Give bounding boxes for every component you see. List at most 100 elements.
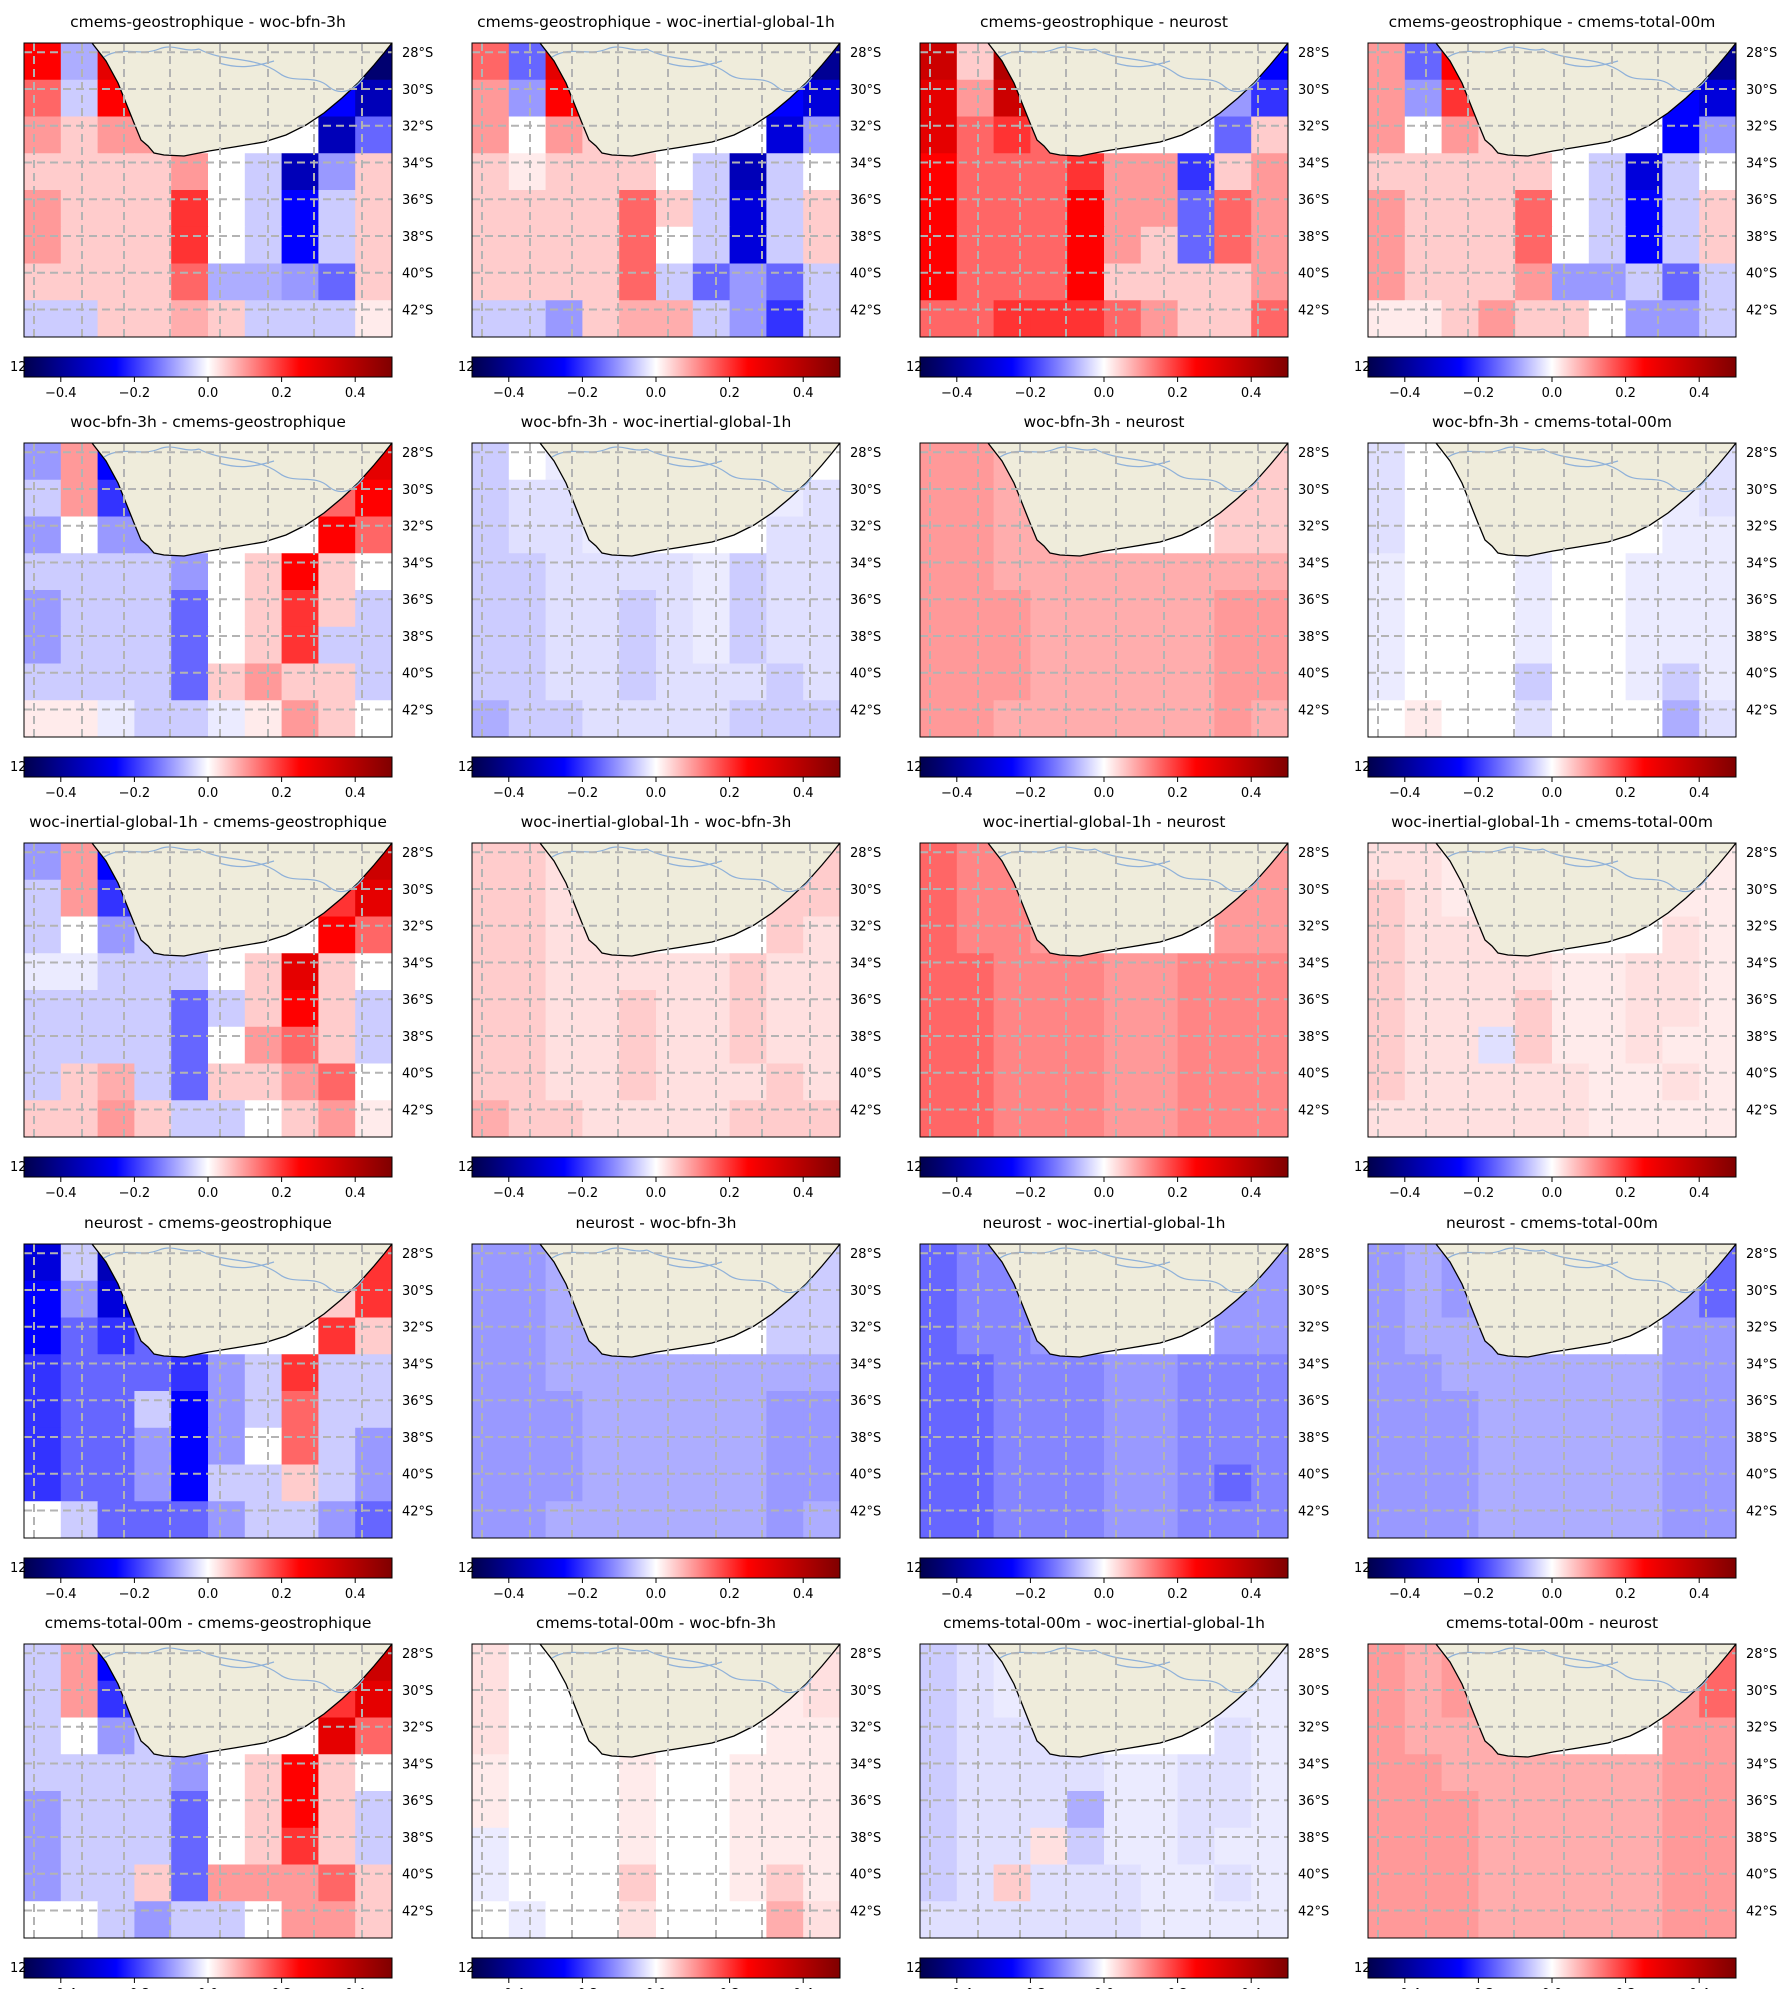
lat-tick-label: 34°S — [1746, 156, 1777, 171]
heatmap-cell — [244, 1864, 283, 1902]
heatmap-cell — [1030, 990, 1068, 1028]
heatmap-cell — [134, 1791, 172, 1829]
heatmap-cell — [1662, 1063, 1700, 1101]
heatmap-cell — [355, 1717, 392, 1755]
lat-tick-label: 30°S — [850, 1684, 881, 1699]
colorbar: 12−0.4−0.20.00.20.4 — [458, 1957, 841, 1989]
heatmap-cell — [619, 1901, 657, 1938]
heatmap-cell — [1140, 700, 1179, 737]
heatmap-cell — [619, 1063, 657, 1101]
heatmap-cell — [318, 516, 356, 554]
colorbar-tick-label: −0.2 — [1015, 1186, 1047, 1201]
lat-tick-label: 30°S — [1746, 483, 1777, 498]
river-line — [1094, 48, 1261, 92]
heatmap-cell — [656, 153, 694, 191]
heatmap-cell — [692, 626, 731, 665]
heatmap-cell — [134, 663, 172, 701]
heatmap-cell — [508, 843, 547, 881]
heatmap-cell — [1552, 1391, 1590, 1429]
lat-tick-label: 32°S — [402, 920, 433, 935]
colorbar-tick-label: 0.2 — [1615, 1987, 1636, 1989]
heatmap-cell — [1251, 1791, 1288, 1829]
heatmap-cell — [318, 590, 356, 628]
heatmap-cell — [355, 1464, 392, 1502]
heatmap-cell — [171, 190, 209, 228]
heatmap-cell — [1625, 590, 1663, 628]
heatmap-cell — [956, 516, 995, 554]
heatmap-cell — [545, 1717, 583, 1755]
heatmap-cell — [1214, 1100, 1252, 1137]
heatmap-cell — [1699, 479, 1736, 518]
heatmap-cell — [1140, 1754, 1179, 1792]
heatmap-cell — [355, 879, 392, 918]
heatmap-cell — [1140, 1026, 1179, 1065]
lat-tick-label: 42°S — [402, 1504, 433, 1519]
heatmap-cell — [1404, 1754, 1443, 1792]
lat-tick-label: 34°S — [402, 1357, 433, 1372]
heatmap-cell — [1441, 1501, 1479, 1538]
heatmap-cell — [1625, 626, 1663, 665]
heatmap-cell — [956, 553, 995, 591]
heatmap-cell — [134, 226, 172, 265]
lat-tick-label: 40°S — [850, 1868, 881, 1883]
heatmap-cell — [766, 1827, 804, 1866]
lat-tick-label: 38°S — [402, 630, 433, 645]
heatmap-cell — [508, 1827, 547, 1866]
heatmap-cell — [1441, 1717, 1479, 1755]
heatmap-cell — [1177, 1791, 1215, 1829]
heatmap-cell — [1251, 516, 1288, 554]
colorbar: 12−0.4−0.20.00.20.4 — [10, 1957, 393, 1989]
heatmap-cell — [1441, 1827, 1479, 1866]
heatmap-cell — [1588, 226, 1627, 265]
colorbar-gradient — [23, 756, 393, 778]
heatmap-cell — [1699, 1754, 1736, 1792]
river-line — [1114, 60, 1171, 68]
colorbar-tick-label: 0.2 — [1167, 1987, 1188, 1989]
lat-tick-label: 38°S — [1746, 630, 1777, 645]
heatmap-cell — [244, 1100, 283, 1137]
heatmap-cell — [281, 300, 319, 337]
heatmap-cell — [508, 1244, 547, 1282]
heatmap-cell — [24, 990, 62, 1028]
heatmap-cell — [920, 479, 958, 518]
heatmap-cell — [1251, 300, 1288, 337]
colorbar-tick-label: 0.4 — [345, 1987, 366, 1989]
land-mass — [91, 443, 392, 557]
heatmap-cell — [1404, 479, 1443, 518]
heatmap-cell — [171, 1391, 209, 1429]
heatmap-cell — [766, 700, 804, 737]
heatmap-cell — [1699, 1354, 1736, 1392]
heatmap-cell — [1177, 1391, 1215, 1429]
lat-tick-label: 28°S — [1298, 846, 1329, 861]
heatmap-cell — [244, 1063, 283, 1101]
heatmap-cell — [1067, 1791, 1105, 1829]
heatmap-cell — [508, 1501, 547, 1538]
heatmap-cell — [766, 590, 804, 628]
heatmap-cell — [545, 553, 583, 591]
heatmap-cell — [24, 1717, 62, 1755]
heatmap-cell — [956, 1280, 995, 1319]
heatmap-cell — [60, 1501, 99, 1538]
heatmap-cell — [244, 700, 283, 737]
heatmap-cell — [318, 1100, 356, 1137]
heatmap-cell — [1177, 300, 1215, 337]
heatmap-cell — [208, 590, 246, 628]
heatmap-cell — [97, 1317, 135, 1355]
heatmap-cell — [1699, 990, 1736, 1028]
lat-tick-label: 36°S — [402, 593, 433, 608]
heatmap-cell — [803, 1100, 840, 1137]
heatmap-cell — [545, 1063, 583, 1101]
heatmap-cell — [582, 1063, 620, 1101]
heatmap-cell — [1177, 1354, 1215, 1392]
heatmap-cell — [24, 1317, 62, 1355]
heatmap-cell — [656, 1464, 694, 1502]
heatmap-cell — [545, 990, 583, 1028]
heatmap-cell — [803, 1026, 840, 1065]
heatmap-cell — [956, 626, 995, 665]
lat-tick-label: 42°S — [402, 1103, 433, 1118]
lat-tick-label: 34°S — [1746, 556, 1777, 571]
heatmap-cell — [244, 300, 283, 337]
lat-tick-label: 30°S — [850, 483, 881, 498]
heatmap-cell — [545, 263, 583, 301]
heatmap-cell — [1104, 1063, 1142, 1101]
